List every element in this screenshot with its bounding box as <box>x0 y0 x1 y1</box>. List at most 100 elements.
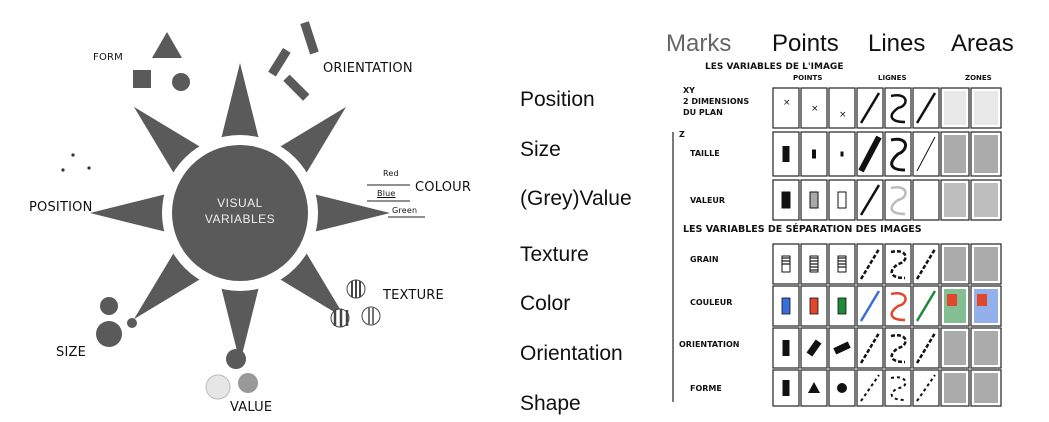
position-dot-icon <box>71 153 75 157</box>
bertin-point-mark <box>833 341 851 355</box>
visual-variables-diagram: VISUAL VARIABLES FORM ORIENTATION POSITI… <box>0 0 500 422</box>
position-label: POSITION <box>29 200 93 215</box>
bertin-point-mark <box>808 382 820 393</box>
colour-red-label: Red <box>383 169 399 178</box>
colour-label: COLOUR <box>415 180 472 195</box>
bertin-row-couleur: COULEUR <box>690 298 733 307</box>
bertin-line-mark <box>858 135 882 173</box>
bertin-row-grain: GRAIN <box>690 255 719 264</box>
header-areas: Areas <box>951 30 1014 57</box>
value-circle-mid-icon <box>238 373 258 393</box>
bertin-col-lines: LIGNES <box>878 74 907 82</box>
position-dot-icon <box>87 166 91 170</box>
bertin-row-forme: FORME <box>690 384 722 393</box>
bertin-area-mark <box>944 247 966 281</box>
bertin-xy: XY <box>683 86 695 95</box>
header-lines: Lines <box>868 30 926 57</box>
bertin-area-mark <box>944 91 966 125</box>
bertin-row-orientation: ORIENTATION <box>679 340 740 349</box>
bertin-line-mark <box>890 376 907 401</box>
bertin-row-taille: TAILLE <box>690 149 720 158</box>
bertin-point-mark <box>782 380 790 396</box>
bertin-area-mark <box>974 331 998 365</box>
orientation-label: ORIENTATION <box>323 61 413 76</box>
bertin-title-image: LES VARIABLES DE L'IMAGE <box>705 62 844 72</box>
bertin-point-mark: × <box>839 110 847 120</box>
bertin-area-mark <box>947 294 957 306</box>
bertin-cell <box>884 369 912 407</box>
bertin-z: Z <box>679 130 685 139</box>
bertin-xy-line3: DU PLAN <box>683 108 723 117</box>
bertin-point-mark <box>809 191 819 209</box>
bertin-area-mark <box>944 183 966 217</box>
bertin-area-mark <box>977 294 987 306</box>
bertin-line-mark <box>890 292 907 322</box>
bertin-line-mark <box>915 184 937 216</box>
bertin-area-mark <box>974 373 998 403</box>
variable-position: Position <box>520 88 595 111</box>
size-label: SIZE <box>56 345 87 360</box>
bertin-point-mark <box>809 297 819 315</box>
header-marks: Marks <box>666 30 732 57</box>
form-circle-icon <box>172 73 190 91</box>
bertin-area-mark <box>944 135 966 173</box>
bertin-col-points: POINTS <box>793 74 823 82</box>
variable-color: Color <box>520 292 571 315</box>
star-ray <box>219 279 261 363</box>
form-label: FORM <box>93 52 123 63</box>
star-ray <box>306 192 390 234</box>
bertin-point-mark: × <box>811 104 819 114</box>
variable-size: Size <box>520 138 561 161</box>
bertin-point-mark <box>781 191 791 209</box>
texture-label: TEXTURE <box>383 288 444 303</box>
center-label: VISUAL VARIABLES <box>185 195 295 227</box>
bertin-point-mark <box>806 339 822 357</box>
star-ray <box>219 63 261 147</box>
orientation-bar-2-icon <box>268 48 291 77</box>
bertin-title-separation: LES VARIABLES DE SÉPARATION DES IMAGES <box>683 224 922 235</box>
form-square-icon <box>133 70 151 88</box>
value-label: VALUE <box>230 400 273 415</box>
position-dot-icon <box>61 168 65 172</box>
bertin-cell <box>800 87 828 129</box>
center-label-line2: VARIABLES <box>204 212 276 226</box>
star-diagram-graphic <box>61 21 425 400</box>
bertin-point-mark <box>781 297 791 315</box>
colour-blue-label: Blue <box>377 189 396 198</box>
variable-texture: Texture <box>520 243 589 266</box>
size-circle-icon <box>127 318 137 328</box>
bertin-point-mark: × <box>783 98 791 108</box>
bertin-line-mark <box>890 137 907 172</box>
bertin-line-mark <box>890 94 907 124</box>
bertin-line-mark <box>916 374 936 402</box>
bertin-point-mark <box>837 191 847 209</box>
variable-shape: Shape <box>520 392 581 415</box>
bertin-table: LES VARIABLES DE L'IMAGE POINTS LIGNES Z… <box>665 62 1045 418</box>
bertin-area-mark <box>944 373 966 403</box>
bertin-line-mark <box>916 136 936 172</box>
bertin-area-mark <box>974 247 998 281</box>
value-circle-light-icon <box>205 374 231 400</box>
size-circle-icon <box>96 321 122 347</box>
bertin-line-mark <box>915 92 937 124</box>
star-ray <box>90 192 174 234</box>
center-disc <box>172 145 308 281</box>
bertin-area-mark <box>944 331 966 365</box>
bertin-point-mark <box>840 151 844 157</box>
orientation-bar-1-icon <box>300 21 319 55</box>
variable-grey-value: (Grey)Value <box>520 187 632 210</box>
form-triangle-icon <box>152 32 182 58</box>
size-circle-icon <box>100 297 118 315</box>
bertin-point-mark <box>837 297 847 315</box>
bertin-point-mark <box>812 149 816 159</box>
bertin-cell <box>772 87 800 129</box>
bertin-point-mark <box>782 340 790 356</box>
bertin-line-mark <box>860 374 880 402</box>
colour-green-label: Green <box>392 206 418 215</box>
bertin-cell <box>970 87 1002 129</box>
bertin-point-mark <box>837 383 847 393</box>
bertin-line-mark <box>890 250 907 280</box>
texture-icons <box>330 279 381 328</box>
bertin-row-valeur: VALEUR <box>690 196 726 205</box>
bertin-col-zones: ZONES <box>965 74 992 82</box>
